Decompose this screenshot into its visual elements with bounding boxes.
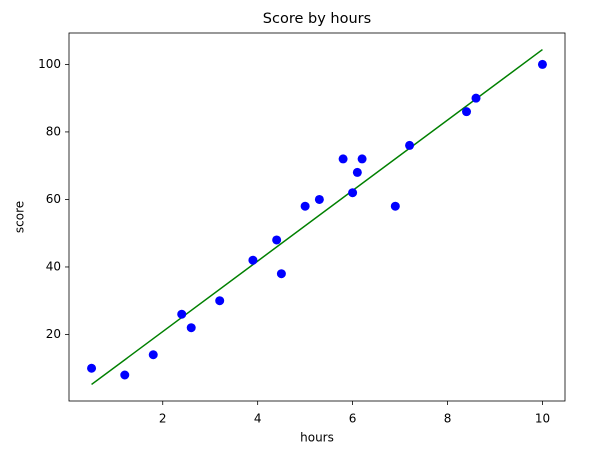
point <box>462 107 472 117</box>
point <box>348 188 358 198</box>
point <box>405 140 415 150</box>
point <box>120 370 130 380</box>
point <box>352 167 362 177</box>
y-tick-label: 100 <box>38 57 61 71</box>
point <box>148 350 158 360</box>
point <box>87 363 97 373</box>
point <box>471 93 481 103</box>
x-tick-label: 8 <box>444 412 452 426</box>
point <box>272 235 282 245</box>
point <box>314 194 324 204</box>
y-tick-label: 60 <box>46 192 61 206</box>
point <box>186 323 196 333</box>
y-tick-label: 40 <box>46 259 61 273</box>
chart-title: Score by hours <box>263 11 371 27</box>
point <box>537 59 547 69</box>
y-axis-label: score <box>13 201 27 233</box>
point <box>276 269 286 279</box>
point <box>177 309 187 319</box>
x-axis-label: hours <box>300 431 334 445</box>
x-tick-label: 2 <box>159 412 167 426</box>
y-tick-label: 80 <box>46 124 61 138</box>
x-tick-label: 6 <box>349 412 357 426</box>
point <box>390 201 400 211</box>
point <box>357 154 367 164</box>
x-tick-label: 10 <box>535 412 550 426</box>
y-tick-label: 20 <box>46 327 61 341</box>
x-tick-label: 4 <box>254 412 262 426</box>
point <box>248 255 258 265</box>
point <box>215 296 225 306</box>
point <box>300 201 310 211</box>
point <box>338 154 348 164</box>
fit-line <box>91 48 543 386</box>
plot-frame <box>68 32 566 402</box>
